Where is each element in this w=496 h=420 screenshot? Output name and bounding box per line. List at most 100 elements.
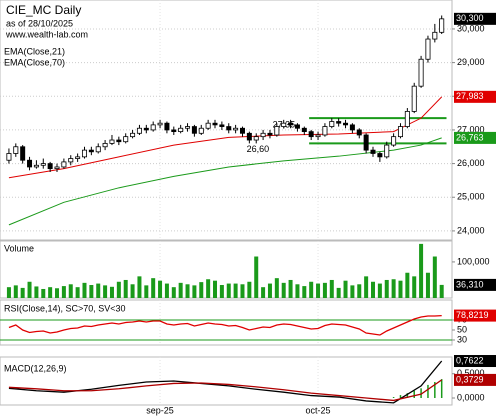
bar: [219, 285, 224, 298]
bar: [109, 286, 114, 298]
bar: [267, 283, 272, 298]
last-value-label-box: [454, 90, 496, 103]
candle-body: [267, 132, 273, 136]
candle-body: [377, 153, 383, 158]
candle-body: [384, 144, 390, 158]
y-tick-label: 30: [457, 334, 467, 344]
bar: [89, 285, 94, 298]
panel-frame: [0, 0, 453, 241]
candle-body: [397, 126, 403, 138]
bar: [82, 282, 87, 298]
candle-body: [315, 134, 321, 138]
bar: [391, 279, 396, 298]
bar: [171, 287, 176, 298]
bar: [295, 284, 300, 298]
panel-title: MACD(12,26,9): [4, 363, 67, 373]
last-value-label-box: [454, 12, 496, 25]
bar: [425, 272, 430, 298]
candle-body: [288, 122, 294, 126]
y-tick-label: 0,5000: [457, 368, 485, 378]
y-tick-label: 0,0000: [457, 392, 485, 402]
candle-body: [343, 122, 349, 126]
bar: [27, 281, 32, 298]
candle-body: [411, 85, 417, 112]
candle-body: [54, 166, 60, 170]
candle-body: [157, 122, 163, 126]
candle-body: [308, 131, 314, 138]
y-tick-label: 30,000: [457, 23, 485, 33]
y-tick-label: 27,000: [457, 124, 485, 134]
bar: [185, 284, 190, 298]
candle-body: [226, 126, 232, 131]
candle-body: [233, 127, 239, 131]
candle-body: [219, 124, 225, 127]
candle-body: [349, 124, 355, 131]
bar: [377, 283, 382, 298]
bar: [164, 283, 169, 298]
bar: [206, 279, 211, 298]
candle-body: [253, 136, 259, 141]
candle-body: [370, 149, 376, 154]
candle-body: [136, 127, 142, 134]
legend-entry: EMA(Close,70): [4, 57, 65, 67]
panel-frame: [0, 299, 453, 346]
panel-title: RSI(Close,14), SC>70, SV<30: [4, 303, 126, 313]
line: [8, 314, 442, 336]
bar: [130, 284, 135, 298]
line: [8, 137, 442, 226]
bar: [96, 283, 101, 298]
candle-body: [68, 158, 74, 163]
y-tick-label: 100,000: [457, 256, 490, 266]
bar: [137, 276, 142, 298]
candle-body: [123, 136, 129, 143]
bar: [322, 282, 327, 298]
bar: [61, 286, 66, 298]
candle-body: [246, 132, 252, 141]
line: [8, 379, 443, 402]
candle-body: [178, 127, 184, 133]
bar: [75, 287, 80, 298]
candle-body: [61, 161, 67, 168]
y-tick-label: 25,000: [457, 192, 485, 202]
candle-body: [274, 126, 280, 136]
candle-body: [150, 124, 156, 131]
bar: [281, 282, 286, 298]
bar: [357, 284, 362, 298]
bar: [412, 276, 417, 298]
candle-body: [281, 122, 287, 127]
bar: [103, 285, 108, 298]
bar: [384, 279, 389, 298]
candle-body: [260, 132, 266, 138]
y-tick-label: 24,000: [457, 225, 485, 235]
candle-body: [425, 38, 431, 60]
candle-body: [301, 127, 307, 133]
bar: [309, 281, 314, 298]
bar: [254, 256, 259, 298]
bar: [34, 286, 39, 298]
candle-body: [164, 122, 170, 131]
x-tick-label: sep-25: [146, 405, 174, 415]
bar: [274, 278, 279, 298]
bar: [68, 284, 73, 298]
bar: [432, 256, 437, 298]
bar: [158, 280, 163, 298]
candle-body: [116, 139, 122, 143]
candle-body: [322, 126, 328, 136]
candle-body: [356, 129, 362, 136]
bar: [151, 278, 156, 298]
bar: [350, 285, 355, 298]
candle-body: [185, 126, 191, 129]
last-value-label: 30,300: [456, 13, 484, 23]
bar: [240, 284, 245, 298]
bar: [302, 286, 307, 298]
candle-body: [205, 122, 211, 129]
bar: [226, 283, 231, 298]
candle-body: [336, 121, 342, 124]
last-value-label: 26,763: [456, 132, 484, 142]
bar: [398, 280, 403, 298]
x-tick-label: oct-25: [306, 405, 331, 415]
bar: [123, 279, 128, 298]
